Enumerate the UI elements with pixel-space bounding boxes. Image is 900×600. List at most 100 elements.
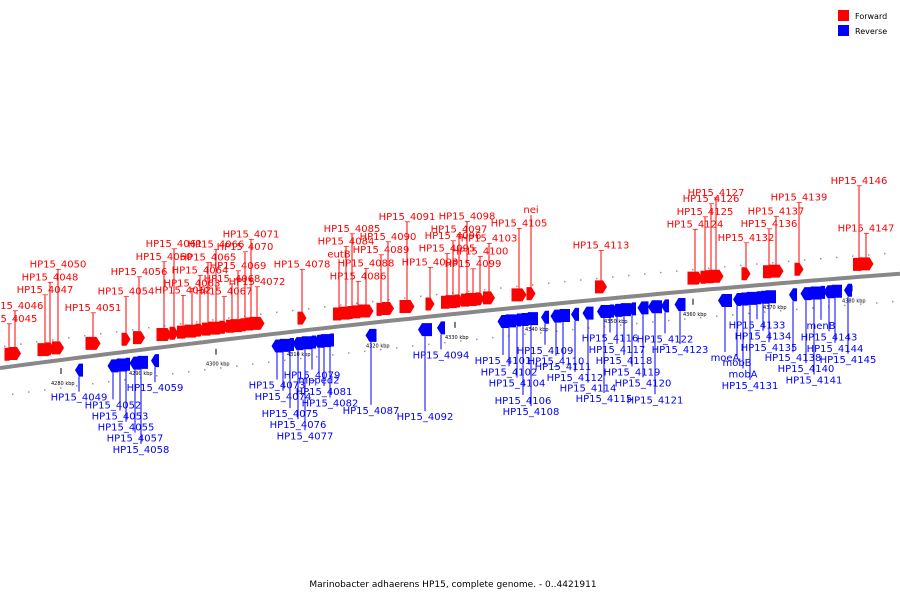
gene-label-hp15-4078: HP15_4078 bbox=[274, 260, 331, 271]
reverse-track-dot bbox=[620, 324, 622, 326]
forward-track-dot bbox=[868, 254, 870, 256]
legend-reverse-label: Reverse bbox=[855, 27, 887, 36]
reverse-track-dot bbox=[668, 319, 670, 322]
reverse-track-dot bbox=[204, 369, 206, 371]
reverse-track-dot bbox=[28, 391, 30, 393]
reverse-gene-arrow bbox=[502, 314, 516, 328]
forward-track-dot bbox=[404, 297, 406, 299]
reverse-track-dot bbox=[684, 318, 686, 320]
reverse-track-dot bbox=[540, 332, 542, 334]
reverse-gene-arrow bbox=[718, 294, 732, 308]
reverse-track-dot bbox=[700, 316, 702, 319]
reverse-track-dot bbox=[108, 381, 110, 383]
reverse-track-dot bbox=[780, 310, 782, 312]
gene-label-hp15-4124: HP15_4124 bbox=[667, 220, 724, 231]
gene-label-hp15-4144: HP15_4144 bbox=[807, 344, 864, 355]
gene-label-hp15-4138: HP15_4138 bbox=[765, 353, 822, 364]
gene-label-hp15-4053: HP15_4053 bbox=[92, 411, 149, 422]
forward-track-dot bbox=[468, 290, 470, 293]
gene-label-hp15-4093: HP15_4093 bbox=[402, 258, 459, 269]
reverse-gene-arrow bbox=[75, 363, 83, 377]
forward-track-dot bbox=[164, 325, 166, 327]
gene-label-hp15-4126: HP15_4126 bbox=[683, 194, 740, 205]
forward-gene-arrow bbox=[121, 332, 131, 346]
scale-tick-label: 4330 kbp bbox=[445, 335, 469, 341]
gene-label-hp15-4115: HP15_4115 bbox=[576, 394, 633, 405]
gene-label-hp15-4106: HP15_4106 bbox=[495, 396, 552, 407]
reverse-track-dot bbox=[12, 393, 14, 395]
forward-track-dot bbox=[532, 284, 534, 286]
reverse-track-dot bbox=[60, 387, 62, 389]
gene-label-hp15-4111: HP15_4111 bbox=[535, 362, 592, 373]
forward-track-dot bbox=[756, 263, 758, 265]
reverse-track-dot bbox=[860, 303, 862, 305]
reverse-gene-arrow bbox=[582, 306, 594, 320]
gene-label-hp15-4058: HP15_4058 bbox=[113, 445, 170, 456]
forward-track-dot bbox=[132, 329, 134, 331]
legend-reverse-swatch bbox=[838, 25, 849, 36]
scale-tick-label: 4280 kbp bbox=[51, 381, 75, 387]
gene-label-hp15-4109: HP15_4109 bbox=[517, 346, 574, 357]
gene-label-hp15-4067: HP15_4067 bbox=[196, 287, 253, 298]
forward-gene-arrow bbox=[483, 291, 495, 305]
label-leaders bbox=[8, 185, 867, 444]
gene-label-hp15-4100: HP15_4100 bbox=[452, 246, 509, 257]
reverse-track-dot bbox=[268, 361, 270, 363]
gene-label-eutb: eutB bbox=[327, 249, 350, 260]
gene-label-hp15-4094: HP15_4094 bbox=[413, 350, 470, 361]
reverse-gene-arrow bbox=[418, 323, 432, 337]
gene-label-hp15-4045: HP15_4045 bbox=[0, 314, 37, 325]
gene-label-hp15-4147: HP15_4147 bbox=[838, 223, 895, 234]
reverse-track-dot bbox=[220, 367, 222, 369]
legend-forward-label: Forward bbox=[855, 12, 887, 21]
reverse-gene-arrow bbox=[298, 336, 312, 350]
forward-track-dot bbox=[372, 300, 374, 303]
reverse-gene-arrow bbox=[828, 284, 842, 298]
gene-label-hp15-4081: HP15_4081 bbox=[296, 387, 353, 398]
gene-label-hp15-4082: HP15_4082 bbox=[302, 398, 359, 409]
reverse-track-dot bbox=[396, 347, 398, 349]
forward-track-dot bbox=[260, 313, 262, 315]
forward-track-dot bbox=[692, 268, 694, 271]
forward-gene-arrow bbox=[768, 264, 784, 278]
scale-tick-label: 4340 kbp bbox=[525, 327, 549, 333]
reverse-track-dot bbox=[412, 345, 414, 347]
gene-label-hp15-4102: HP15_4102 bbox=[481, 367, 538, 378]
gene-label-hp15-4127: HP15_4127 bbox=[688, 188, 745, 199]
reverse-track-dot bbox=[732, 314, 734, 316]
forward-track-dot bbox=[420, 295, 422, 298]
reverse-gene-arrow bbox=[789, 288, 797, 302]
gene-label-hp15-4098: HP15_4098 bbox=[439, 212, 496, 223]
reverse-track-dot bbox=[572, 328, 574, 331]
gene-label-hp15-4135: HP15_4135 bbox=[741, 343, 798, 354]
gene-label-hp15-4117: HP15_4117 bbox=[589, 345, 646, 356]
reverse-gene-arrow bbox=[637, 301, 649, 315]
reverse-gene-arrow bbox=[365, 328, 377, 342]
reverse-track-dot bbox=[124, 379, 126, 381]
gene-label-hp15-4139: HP15_4139 bbox=[771, 193, 828, 204]
reverse-gene-arrow bbox=[617, 303, 631, 317]
forward-gene-arrow bbox=[382, 302, 394, 316]
reverse-gene-arrow bbox=[817, 285, 825, 299]
gene-label-hp15-4123: HP15_4123 bbox=[652, 345, 709, 356]
forward-track-dot bbox=[292, 309, 294, 312]
reverse-track-dot bbox=[636, 322, 638, 325]
gene-label-hp15-4087: HP15_4087 bbox=[343, 406, 400, 417]
reverse-track-dot bbox=[364, 350, 366, 353]
gene-label-mpped2: mpped2 bbox=[298, 376, 339, 387]
reverse-gene-arrow bbox=[807, 286, 821, 300]
forward-track-dot bbox=[516, 285, 518, 288]
forward-gene-arrow bbox=[741, 267, 751, 281]
reverse-gene-arrow bbox=[648, 300, 662, 314]
reverse-track-dot bbox=[556, 330, 558, 332]
gene-label-hp15-4049: HP15_4049 bbox=[51, 393, 108, 404]
forward-track-dot bbox=[212, 319, 214, 321]
reverse-gene-arrow bbox=[606, 304, 614, 318]
gene-label-hp15-4085: HP15_4085 bbox=[324, 224, 381, 235]
gene-label-hp15-4064: HP15_4064 bbox=[172, 266, 229, 277]
forward-track-dot bbox=[4, 345, 6, 347]
scale-tick-label: 4300 kbp bbox=[206, 362, 230, 368]
forward-track-dot bbox=[644, 273, 646, 275]
reverse-track-dot bbox=[380, 348, 382, 351]
